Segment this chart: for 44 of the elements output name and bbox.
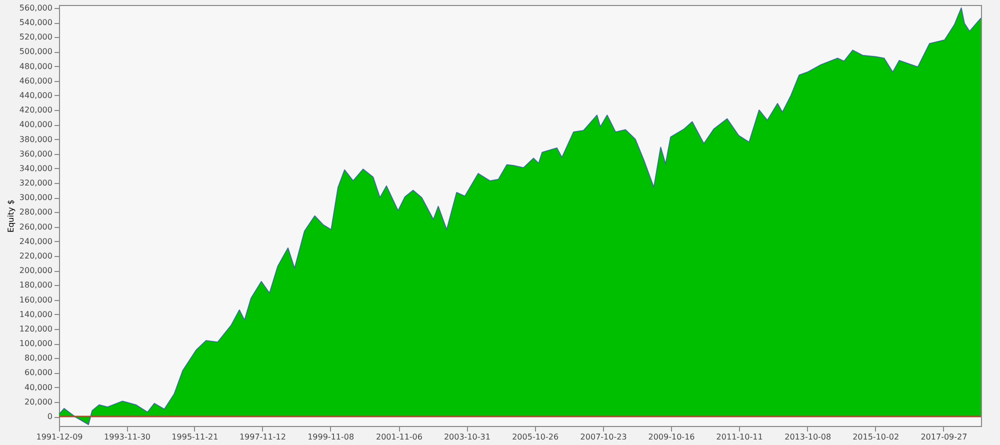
y-tick-label: 540,000 xyxy=(19,18,52,28)
y-tick-label: 380,000 xyxy=(19,134,52,144)
y-tick-label: 160,000 xyxy=(19,295,52,304)
y-tick-label: 200,000 xyxy=(19,266,52,276)
x-tick-label: 1997-11-12 xyxy=(239,432,286,442)
x-tick-label: 2001-11-06 xyxy=(376,432,422,442)
y-tick-label: 300,000 xyxy=(19,193,52,202)
y-tick-label: 480,000 xyxy=(19,62,52,71)
x-tick-label: 1993-11-30 xyxy=(104,432,151,442)
x-tick-label: 1995-11-21 xyxy=(172,432,218,442)
y-tick-label: 400,000 xyxy=(19,120,52,130)
y-axis-title: Equity $ xyxy=(6,200,16,232)
y-tick-label: 80,000 xyxy=(24,354,52,363)
y-tick-label: 360,000 xyxy=(19,149,52,158)
y-tick-label: 560,000 xyxy=(19,3,52,12)
y-tick-label: 460,000 xyxy=(19,76,52,86)
y-tick-label: 440,000 xyxy=(19,90,52,100)
x-tick-label: 2007-10-23 xyxy=(580,432,627,442)
x-tick-label: 2009-10-16 xyxy=(648,432,695,442)
y-tick-label: 60,000 xyxy=(24,368,52,378)
y-tick-label: 0 xyxy=(47,412,52,422)
x-tick-label: 2013-10-08 xyxy=(784,432,832,442)
x-tick-label: 2015-10-02 xyxy=(852,432,900,442)
y-tick-label: 140,000 xyxy=(19,310,52,319)
y-tick-label: 320,000 xyxy=(19,178,52,188)
y-tick-label: 180,000 xyxy=(19,280,52,290)
y-tick-label: 260,000 xyxy=(19,222,52,232)
y-tick-label: 280,000 xyxy=(19,208,52,217)
y-tick-label: 340,000 xyxy=(19,164,52,173)
x-tick-label: 2017-09-27 xyxy=(920,432,968,442)
y-tick-label: 500,000 xyxy=(19,47,52,56)
x-tick-label: 2011-10-11 xyxy=(716,432,763,442)
y-tick-label: 20,000 xyxy=(24,397,52,406)
y-tick-label: 120,000 xyxy=(19,324,52,334)
y-tick-label: 100,000 xyxy=(19,339,52,348)
x-tick-label: 1991-12-09 xyxy=(36,432,83,442)
x-tick-label: 1999-11-08 xyxy=(308,432,354,442)
y-tick-label: 40,000 xyxy=(24,382,52,392)
y-tick-label: 520,000 xyxy=(19,32,52,42)
y-tick-label: 240,000 xyxy=(19,236,52,246)
x-tick-label: 2005-10-26 xyxy=(512,432,559,442)
y-tick-label: 220,000 xyxy=(19,251,52,260)
y-tick-label: 420,000 xyxy=(19,106,52,115)
x-tick-label: 2003-10-31 xyxy=(444,432,490,442)
